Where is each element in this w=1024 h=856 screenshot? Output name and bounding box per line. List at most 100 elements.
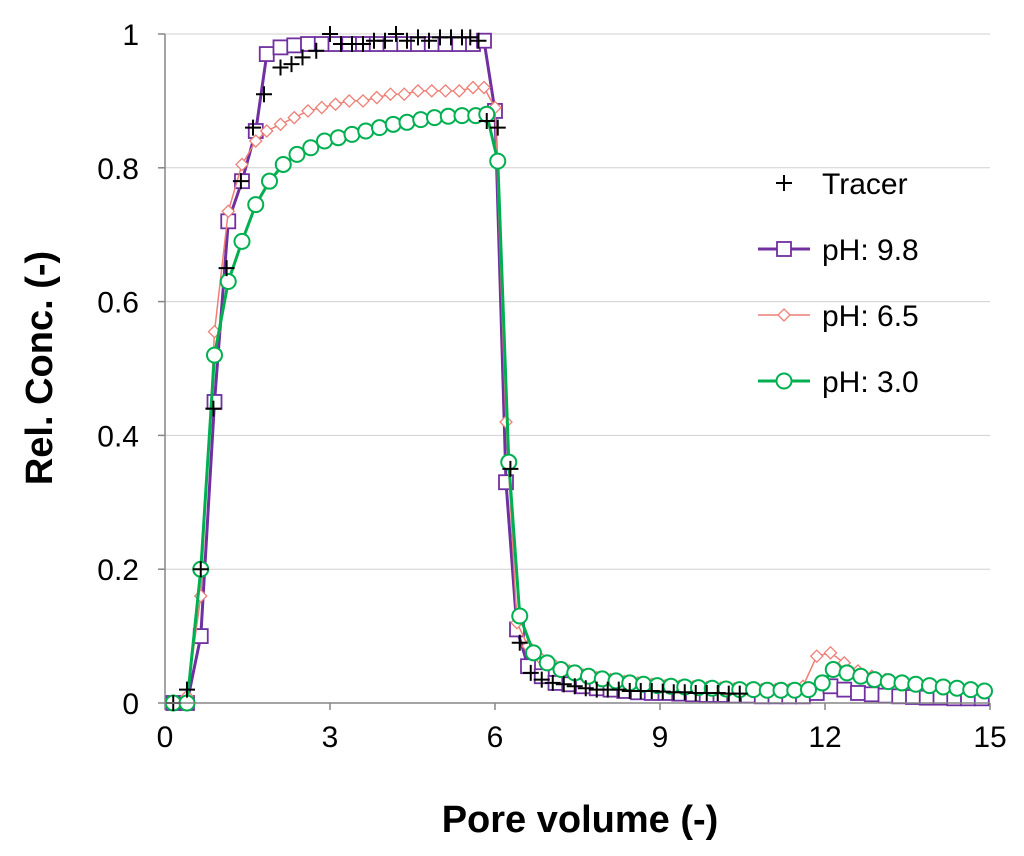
series-3-point-58 — [948, 679, 966, 697]
series-1-point-21 — [451, 36, 468, 52]
series-0-point-18 — [388, 26, 404, 42]
series-1-point-54 — [891, 688, 908, 705]
series-0-point-10 — [294, 49, 311, 66]
series-3-point-50 — [838, 664, 856, 682]
series-0-point-31 — [522, 664, 539, 681]
legend: Tracer pH: 9.8 pH: 6.5 pH: 3.0 — [758, 168, 919, 399]
series-2-point-9 — [287, 110, 302, 125]
legend-marker-1 — [776, 241, 792, 257]
series-1-point-19 — [423, 36, 440, 52]
series-3-point-28 — [538, 654, 556, 672]
series-3-point-27 — [525, 644, 542, 662]
series-1-point-10 — [300, 36, 316, 52]
series-1-point-53 — [877, 687, 894, 704]
series-3-point-52 — [866, 671, 883, 689]
series-3-point-26 — [511, 607, 529, 625]
series-0-point-17 — [377, 32, 393, 49]
series-3-point-4 — [219, 273, 237, 291]
series-3-point-16 — [384, 115, 402, 133]
legend-label-3: pH: 3.0 — [822, 366, 919, 399]
x-tick-label-3: 9 — [652, 721, 669, 754]
y-tick-label-5: 1 — [122, 19, 139, 52]
series-3 — [164, 105, 993, 712]
series-2-point-7 — [259, 124, 274, 138]
legend-label-2: pH: 6.5 — [822, 300, 919, 333]
series-1-point-15 — [368, 36, 385, 52]
series-3-point-57 — [934, 678, 952, 696]
series-0 — [165, 26, 748, 711]
y-tick-label-3: 0.6 — [97, 287, 139, 320]
series-3-point-7 — [261, 172, 278, 190]
series-3-point-30 — [566, 664, 584, 682]
series-3-point-47 — [800, 681, 817, 699]
series-3-point-53 — [879, 673, 897, 691]
series-1-point-9 — [286, 37, 303, 54]
legend-marker-2 — [777, 308, 791, 322]
series-3-point-31 — [580, 667, 597, 685]
series-3-point-56 — [921, 677, 938, 695]
series-0-point-4 — [218, 260, 235, 277]
legend-marker-3 — [775, 372, 793, 390]
series-0-point-15 — [355, 36, 371, 53]
series-0-point-34 — [555, 676, 572, 693]
series-0-point-36 — [577, 680, 594, 697]
series-3-point-6 — [247, 196, 265, 214]
series-3-point-35 — [635, 675, 652, 693]
series-0-point-28 — [489, 119, 506, 136]
series-2-point-21 — [452, 83, 467, 98]
series-0-point-21 — [421, 32, 437, 49]
series-3-point-46 — [786, 681, 804, 699]
series-0-point-25 — [462, 29, 479, 46]
series-3-point-11 — [316, 132, 333, 150]
series-0-point-9 — [283, 56, 300, 73]
series-0-point-2 — [192, 561, 209, 578]
series-0-point-8 — [272, 59, 289, 76]
series-3-point-49 — [824, 661, 842, 679]
series-0-point-12 — [322, 26, 338, 42]
series-1-point-17 — [396, 36, 413, 52]
series-2-point-48 — [809, 649, 824, 664]
series-2-point-20 — [438, 83, 453, 98]
series-1-point-50 — [836, 681, 853, 698]
series-2-point-22 — [466, 80, 480, 95]
series-3-point-33 — [607, 672, 625, 690]
series-2-point-4 — [221, 204, 236, 219]
series-3-point-18 — [412, 111, 430, 129]
series-0-point-30 — [511, 634, 528, 651]
y-tick-label-0: 0 — [122, 688, 139, 721]
series-0-point-11 — [308, 42, 325, 59]
series-2-point-23 — [477, 80, 491, 95]
x-tick-label-1: 3 — [322, 721, 339, 754]
series-3-point-20 — [439, 107, 457, 125]
series-1-point-8 — [272, 39, 289, 56]
series-3-point-29 — [552, 661, 570, 679]
series-3-point-8 — [274, 155, 292, 173]
series-3-point-54 — [893, 674, 911, 692]
series-1-point-51 — [850, 685, 866, 701]
series-0-point-20 — [410, 29, 426, 46]
series-0-point-39 — [610, 681, 627, 698]
series-2-point-17 — [397, 87, 412, 102]
series-3-point-17 — [398, 113, 416, 131]
series-0-point-32 — [533, 671, 550, 688]
series-1-point-7 — [258, 46, 275, 62]
series-3-point-13 — [343, 125, 361, 143]
series-2-point-8 — [273, 117, 288, 132]
series-0-point-19 — [399, 32, 415, 49]
series-2-point-5 — [235, 157, 249, 172]
series-3-point-25 — [500, 453, 518, 471]
series-0-point-33 — [544, 674, 561, 691]
series-3-point-9 — [288, 145, 306, 163]
series-0-point-26 — [470, 32, 487, 49]
series-2-point-6 — [248, 134, 263, 148]
legend-label-0: Tracer — [822, 168, 908, 201]
series-3-point-48 — [813, 674, 831, 692]
series-1-point-3 — [206, 394, 223, 410]
legend-marker-0 — [776, 175, 792, 191]
series-0-point-27 — [478, 112, 495, 129]
series-2-point-11 — [314, 100, 329, 115]
series-0-point-6 — [245, 119, 261, 136]
series-1-point-52 — [863, 686, 880, 703]
series-3-point-10 — [302, 139, 320, 157]
series-3-point-15 — [371, 119, 388, 137]
